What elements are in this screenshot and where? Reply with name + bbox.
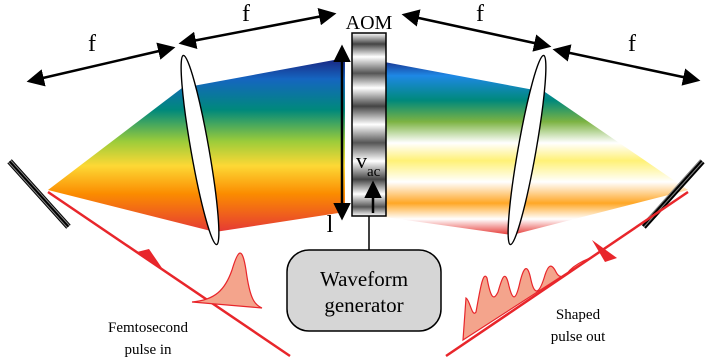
input-laser-line <box>47 190 291 358</box>
focal-arrow-left-inner <box>178 8 337 49</box>
focal-arrow-left-outer <box>26 42 176 87</box>
left-mirror <box>7 159 71 229</box>
input-pulse-label-2: pulse in <box>124 342 172 358</box>
focal-arrow-right-inner <box>401 9 552 52</box>
focal-label-left-outer: f <box>88 31 96 57</box>
output-pulse-label-2: pulse out <box>551 329 606 345</box>
length-label: l <box>327 212 334 238</box>
left-lens <box>180 54 220 246</box>
waveform-generator-box <box>286 249 442 332</box>
aom-crystal <box>351 32 387 217</box>
output-pulse-label-1: Shaped <box>556 307 601 323</box>
acoustic-velocity-subscript: ac <box>367 164 381 180</box>
input-direction-arrow <box>137 249 162 268</box>
waveform-generator-label-2: generator <box>324 293 403 317</box>
focal-arrow-right-outer <box>552 44 701 86</box>
aom-label: AOM <box>346 12 393 34</box>
waveform-generator-label-1: Waveform <box>320 267 408 291</box>
right-mirror <box>641 159 705 229</box>
output-pulse <box>462 257 591 342</box>
input-pulse-label-1: Femtosecond <box>108 320 188 336</box>
right-lens <box>507 54 547 246</box>
focal-label-right-outer: f <box>628 31 636 57</box>
output-direction-arrow <box>592 240 617 262</box>
focal-label-right-inner: f <box>476 1 484 27</box>
input-pulse <box>191 252 263 309</box>
focal-label-left-inner: f <box>242 1 250 27</box>
acoustic-velocity-label: v <box>356 148 367 173</box>
